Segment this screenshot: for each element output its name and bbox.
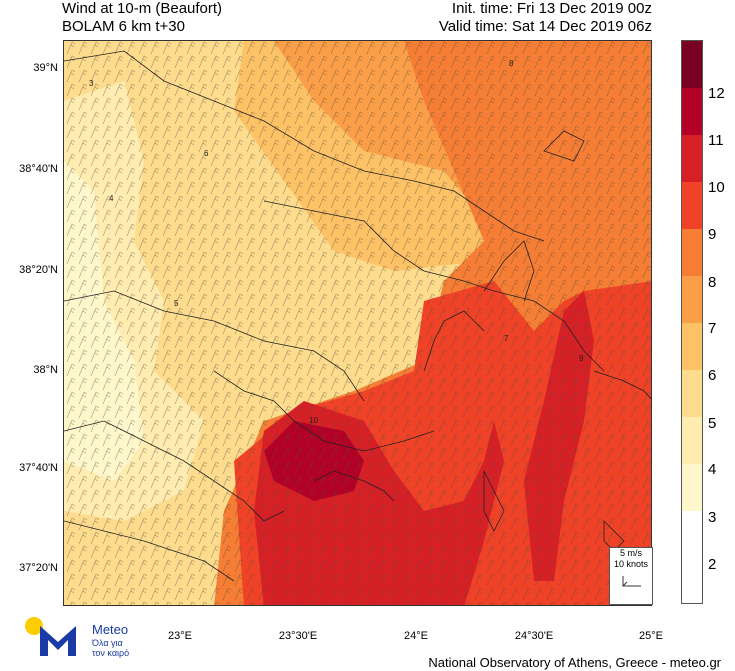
scale-label: 5 [708,415,717,432]
lat-label: 37°40'N [19,462,58,474]
scale-swatch [682,464,702,511]
reference-barb-box: 5 m/s 10 knots [609,547,653,605]
contour-label: 10 [309,416,318,425]
wind-barbs [64,41,651,605]
scale-swatch [682,511,702,603]
scale-label: 2 [708,556,717,573]
reference-knots: 10 knots [613,559,649,569]
contour-label: 5 [174,299,179,308]
lon-label: 24°30'E [514,630,554,642]
scale-label: 7 [708,320,717,337]
time-block: Init. time: Fri 13 Dec 2019 00z Valid ti… [439,0,652,36]
wind-map: 3 4 5 6 7 8 9 10 [63,40,652,606]
lat-label: 39°N [33,62,58,74]
coastlines [64,50,651,582]
contour-label: 3 [89,79,94,88]
scale-label: 8 [708,274,717,291]
init-time: Init. time: Fri 13 Dec 2019 00z [451,0,652,17]
contour-label: 7 [504,334,509,343]
lon-label: 23°E [168,630,192,642]
logo-tagline: Όλα για τον καιρό [92,638,130,658]
contour-label: 6 [204,149,209,158]
scale-label: 3 [708,509,717,526]
scale-label: 12 [708,85,725,102]
scale-swatch [682,370,702,417]
contour-label: 4 [109,194,114,203]
contour-label: 8 [509,59,514,68]
lat-label: 38°40'N [19,163,58,175]
lat-label: 37°20'N [19,562,58,574]
meteo-logo-icon [25,617,76,656]
scale-swatch [682,417,702,464]
color-scale [681,40,703,604]
scale-swatch [682,229,702,276]
scale-label: 9 [708,226,717,243]
scale-label: 10 [708,179,725,196]
lon-label: 25°E [639,630,663,642]
map-title: Wind at 10-m (Beaufort) [62,0,223,17]
valid-time: Valid time: Sat 14 Dec 2019 06z [438,18,652,35]
lon-label: 24°E [404,630,428,642]
scale-swatch [682,323,702,370]
scale-swatch [682,182,702,229]
map-subtitle: BOLAM 6 km t+30 [62,18,185,35]
scale-swatch [682,135,702,182]
logo-name: Meteo [92,622,129,637]
contour-label: 9 [579,354,584,363]
lat-label: 38°20'N [19,264,58,276]
lon-label: 23°30'E [278,630,318,642]
scale-swatch [682,276,702,323]
reference-speed: 5 m/s [619,548,642,558]
title-block: Wind at 10-m (Beaufort) BOLAM 6 km t+30 [62,0,222,36]
footer-credit: National Observatory of Athens, Greece -… [428,655,721,670]
contour-labels: 3 4 5 6 7 8 9 10 [89,59,584,425]
scale-swatch [682,88,702,135]
lat-label: 38°N [33,364,58,376]
scale-swatch [682,41,702,88]
scale-label: 4 [708,461,717,478]
reference-barb-icon [622,576,641,587]
scale-label: 6 [708,367,717,384]
scale-label: 11 [708,132,724,149]
map-canvas: 3 4 5 6 7 8 9 10 [64,41,651,605]
